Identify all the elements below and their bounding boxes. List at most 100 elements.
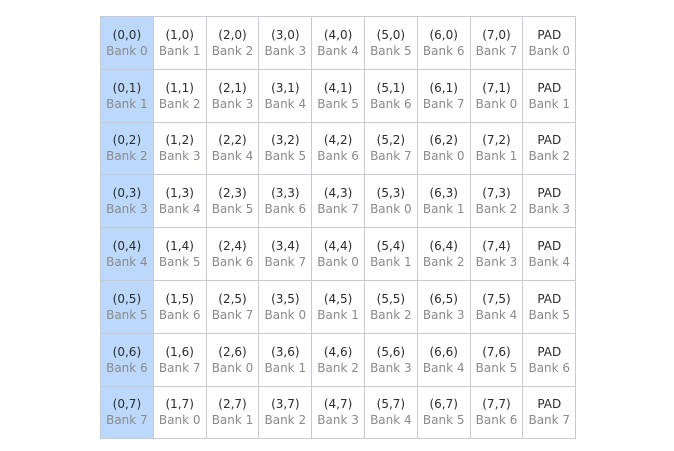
grid-cell: (4,1) Bank 5 xyxy=(312,69,365,123)
grid-cell: (3,5) Bank 0 xyxy=(259,280,313,334)
cell-coordinate: (5,1) xyxy=(376,80,406,95)
cell-bank-label: Bank 1 xyxy=(106,96,148,111)
cell-bank-label: Bank 3 xyxy=(158,149,201,164)
grid-cell: (2,4) Bank 6 xyxy=(206,228,260,281)
cell-coordinate: (3,7) xyxy=(271,397,300,412)
cell-bank-label: Bank 4 xyxy=(158,202,201,217)
grid-cell: (7,1) Bank 0 xyxy=(470,69,524,123)
pad-cell: PAD Bank 5 xyxy=(523,280,577,334)
cell-bank-label: Bank 2 xyxy=(317,360,359,375)
grid-cell: (2,0) Bank 2 xyxy=(206,17,260,70)
cell-coordinate: (4,4) xyxy=(323,239,353,254)
cell-bank-label: Bank 3 xyxy=(106,202,148,217)
cell-bank-label: Bank 6 xyxy=(317,149,359,164)
cell-bank-label: Bank 5 xyxy=(158,255,201,270)
cell-coordinate: (1,5) xyxy=(165,291,194,306)
cell-coordinate: (3,6) xyxy=(271,344,300,359)
cell-bank-label: Bank 2 xyxy=(370,307,412,322)
cell-bank-label: Bank 6 xyxy=(211,255,254,270)
grid-cell: (0,1) Bank 1 xyxy=(101,69,154,123)
cell-bank-label: Bank 2 xyxy=(158,96,201,111)
grid-cell: (0,6) Bank 6 xyxy=(101,333,154,387)
cell-coordinate: (6,3) xyxy=(429,186,458,201)
cell-coordinate: (3,1) xyxy=(271,80,300,95)
grid-cell: (2,6) Bank 0 xyxy=(206,333,260,387)
grid-cell: (3,0) Bank 3 xyxy=(259,17,313,70)
cell-bank-label: Bank 3 xyxy=(528,202,571,217)
cell-coordinate: (7,4) xyxy=(482,239,511,254)
grid-cell: (7,2) Bank 1 xyxy=(470,122,524,176)
cell-bank-label: Bank 5 xyxy=(422,413,465,428)
grid-cell: (4,2) Bank 6 xyxy=(312,122,365,176)
cell-bank-label: Bank 6 xyxy=(528,360,571,375)
cell-bank-label: Bank 5 xyxy=(528,307,571,322)
cell-coordinate: PAD xyxy=(537,27,562,42)
cell-bank-label: Bank 4 xyxy=(317,43,359,58)
cell-coordinate: PAD xyxy=(537,239,562,254)
grid-cell: (5,5) Bank 2 xyxy=(364,280,418,334)
cell-coordinate: (7,3) xyxy=(482,186,511,201)
cell-coordinate: (4,2) xyxy=(323,133,353,148)
grid-cell: (2,7) Bank 1 xyxy=(206,386,260,440)
cell-coordinate: (6,6) xyxy=(429,344,458,359)
grid-cell: (3,6) Bank 1 xyxy=(259,333,313,387)
cell-coordinate: (3,4) xyxy=(271,239,300,254)
cell-bank-label: Bank 4 xyxy=(370,413,412,428)
cell-bank-label: Bank 4 xyxy=(528,255,571,270)
cell-bank-label: Bank 0 xyxy=(264,307,307,322)
cell-bank-label: Bank 2 xyxy=(422,255,465,270)
cell-coordinate: (7,5) xyxy=(482,291,511,306)
cell-bank-label: Bank 7 xyxy=(422,96,465,111)
cell-bank-label: Bank 1 xyxy=(475,149,518,164)
grid-cell: (4,0) Bank 4 xyxy=(312,17,365,70)
cell-coordinate: (7,6) xyxy=(482,344,511,359)
grid-cell: (2,3) Bank 5 xyxy=(206,175,260,229)
grid-cell: (0,5) Bank 5 xyxy=(101,280,154,334)
grid-cell: (0,4) Bank 4 xyxy=(101,228,154,281)
cell-bank-label: Bank 7 xyxy=(158,360,201,375)
cell-coordinate: (6,7) xyxy=(429,397,458,412)
grid-cell: (7,5) Bank 4 xyxy=(470,280,524,334)
cell-coordinate: (1,1) xyxy=(165,80,194,95)
cell-coordinate: (1,0) xyxy=(165,27,194,42)
cell-bank-label: Bank 2 xyxy=(106,149,148,164)
cell-coordinate: (0,1) xyxy=(112,80,142,95)
grid-cell: (5,7) Bank 4 xyxy=(364,386,418,440)
cell-coordinate: (6,2) xyxy=(429,133,458,148)
cell-bank-label: Bank 0 xyxy=(211,360,254,375)
cell-bank-label: Bank 5 xyxy=(317,96,359,111)
cell-bank-label: Bank 4 xyxy=(422,360,465,375)
cell-coordinate: (4,1) xyxy=(323,80,353,95)
cell-coordinate: (3,2) xyxy=(271,133,300,148)
cell-bank-label: Bank 0 xyxy=(422,149,465,164)
grid-cell: (5,2) Bank 7 xyxy=(364,122,418,176)
cell-coordinate: PAD xyxy=(537,344,562,359)
grid-cell: (6,2) Bank 0 xyxy=(417,122,471,176)
cell-coordinate: (2,2) xyxy=(218,133,247,148)
grid-cell: (6,3) Bank 1 xyxy=(417,175,471,229)
cell-bank-label: Bank 6 xyxy=(370,96,412,111)
cell-coordinate: (2,3) xyxy=(218,186,247,201)
cell-coordinate: (4,5) xyxy=(323,291,353,306)
grid-cell: (0,3) Bank 3 xyxy=(101,175,154,229)
cell-bank-label: Bank 7 xyxy=(106,413,148,428)
grid-cell: (3,7) Bank 2 xyxy=(259,386,313,440)
grid-cell: (6,4) Bank 2 xyxy=(417,228,471,281)
grid-cell: (4,5) Bank 1 xyxy=(312,280,365,334)
cell-coordinate: (6,4) xyxy=(429,239,458,254)
cell-coordinate: PAD xyxy=(537,397,562,412)
cell-bank-label: Bank 5 xyxy=(211,202,254,217)
grid-cell: (2,2) Bank 4 xyxy=(206,122,260,176)
pad-cell: PAD Bank 2 xyxy=(523,122,577,176)
cell-bank-label: Bank 3 xyxy=(370,360,412,375)
grid-cell: (1,1) Bank 2 xyxy=(153,69,207,123)
cell-coordinate: (1,6) xyxy=(165,344,194,359)
cell-bank-label: Bank 0 xyxy=(158,413,201,428)
cell-bank-label: Bank 1 xyxy=(264,360,307,375)
grid-cell: (1,0) Bank 1 xyxy=(153,17,207,70)
cell-coordinate: (1,3) xyxy=(165,186,194,201)
grid-cell: (3,1) Bank 4 xyxy=(259,69,313,123)
cell-bank-label: Bank 4 xyxy=(475,307,518,322)
cell-bank-label: Bank 1 xyxy=(370,255,412,270)
cell-bank-label: Bank 6 xyxy=(475,413,518,428)
